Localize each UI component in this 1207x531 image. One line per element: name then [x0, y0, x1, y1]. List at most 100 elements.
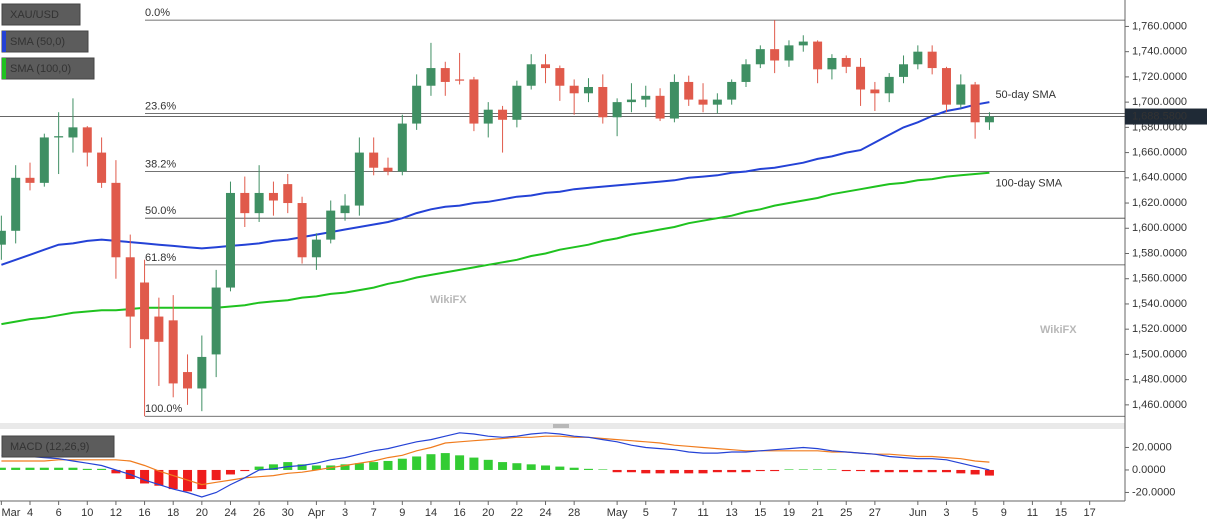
y-tick-label: 1,700.0000 — [1132, 96, 1187, 108]
candle-body — [770, 49, 780, 61]
x-tick-label: 21 — [811, 507, 823, 519]
macd-histogram-bar — [340, 464, 350, 470]
macd-histogram-bar — [784, 469, 794, 470]
macd-histogram-bar — [927, 469, 937, 473]
macd-histogram-bar — [498, 462, 508, 470]
candle-body — [397, 123, 407, 172]
panel-separator — [0, 423, 1125, 429]
candle-body — [684, 81, 694, 100]
macd-histogram-bar — [54, 467, 64, 470]
macd-histogram-bar — [956, 469, 966, 474]
fib-label: 38.2% — [145, 158, 176, 170]
x-tick-label: 11 — [697, 507, 708, 519]
candle-body — [211, 287, 221, 355]
x-tick-label: 27 — [869, 507, 881, 519]
macd-histogram-bar — [598, 469, 608, 470]
macd-histogram-bar — [698, 469, 708, 474]
x-tick-label: 19 — [783, 507, 795, 519]
x-tick-label: 13 — [726, 507, 738, 519]
candle-body — [555, 68, 565, 86]
macd-histogram-bar — [97, 468, 107, 470]
y-tick-label: 0.0000 — [1132, 464, 1166, 476]
y-tick-label: 1,760.0000 — [1132, 20, 1187, 32]
candle-body — [68, 127, 78, 138]
x-tick-label: 18 — [167, 507, 179, 519]
candle-body — [197, 356, 207, 389]
watermark: WikiFX — [1040, 324, 1077, 336]
macd-histogram-bar — [941, 469, 951, 473]
macd-histogram-bar — [412, 456, 422, 470]
candle-body — [369, 152, 379, 168]
candle-body — [183, 372, 193, 389]
y-tick-label: -20.0000 — [1132, 486, 1175, 498]
macd-histogram-bar — [626, 469, 636, 473]
candle-body — [354, 152, 364, 206]
candle-body — [856, 66, 866, 90]
macd-histogram-bar — [841, 469, 851, 472]
macd-histogram-bar — [254, 466, 264, 470]
macd-histogram-bar — [569, 467, 579, 470]
macd-histogram-bar — [641, 469, 651, 474]
candle-body — [712, 99, 722, 105]
candle-body — [827, 57, 837, 70]
y-tick-label: 1,540.0000 — [1132, 298, 1187, 310]
candle-body — [913, 51, 923, 65]
macd-histogram-bar — [197, 469, 207, 490]
macd-histogram-bar — [469, 457, 479, 470]
fib-label: 50.0% — [145, 205, 176, 217]
x-tick-label: Mar — [2, 507, 21, 519]
macd-histogram-bar — [211, 469, 221, 481]
candle-body — [970, 84, 980, 123]
y-tick-label: 20.0000 — [1132, 441, 1172, 453]
macd-histogram-bar — [483, 459, 493, 470]
x-tick-label: 12 — [110, 507, 122, 519]
candle-body — [984, 116, 994, 123]
sma-annotation: 100-day SMA — [995, 178, 1062, 190]
candle-body — [283, 184, 293, 204]
candle-body — [154, 316, 164, 342]
x-tick-label: 7 — [371, 507, 377, 519]
candle-body — [598, 86, 608, 118]
y-tick-label: 1,660.0000 — [1132, 146, 1187, 158]
fib-label: 100.0% — [145, 403, 183, 415]
candle-body — [483, 109, 493, 124]
macd-histogram-bar — [827, 469, 837, 470]
candle-body — [741, 64, 751, 82]
y-tick-label: 1,500.0000 — [1132, 348, 1187, 360]
candle-body — [168, 320, 178, 384]
last-price-box — [1125, 108, 1207, 125]
legend-swatch — [2, 58, 6, 79]
y-tick-label: 1,520.0000 — [1132, 323, 1187, 335]
macd-histogram-bar — [526, 464, 536, 470]
sma-line — [1, 171, 990, 326]
macd-histogram-bar — [440, 453, 450, 470]
candle-body — [626, 99, 636, 103]
candle-body — [254, 192, 264, 214]
macd-histogram-bar — [870, 469, 880, 473]
candle-body — [82, 127, 92, 153]
x-tick-label: 17 — [1084, 507, 1096, 519]
x-tick-label: Jun — [909, 507, 927, 519]
candle-body — [526, 64, 536, 86]
macd-histogram-bar — [168, 469, 178, 490]
macd-histogram-bar — [669, 469, 679, 474]
macd-histogram-bar — [712, 469, 722, 473]
candle-body — [340, 205, 350, 214]
y-tick-label: 1,460.0000 — [1132, 399, 1187, 411]
candle-body — [798, 41, 808, 46]
candle-body — [870, 89, 880, 94]
macd-histogram-bar — [25, 467, 35, 470]
candle-body — [383, 167, 393, 172]
fib-label: 0.0% — [145, 7, 170, 19]
candle-body — [25, 177, 35, 183]
macd-histogram-bar — [899, 469, 909, 473]
x-tick-label: 22 — [511, 507, 523, 519]
macd-histogram-bar — [583, 468, 593, 470]
candle-body — [455, 79, 465, 81]
x-tick-label: 5 — [972, 507, 978, 519]
last-price-label: 1,688.5800 — [1132, 110, 1187, 122]
candle-body — [412, 85, 422, 124]
y-tick-label: 1,620.0000 — [1132, 197, 1187, 209]
x-tick-label: 25 — [840, 507, 852, 519]
